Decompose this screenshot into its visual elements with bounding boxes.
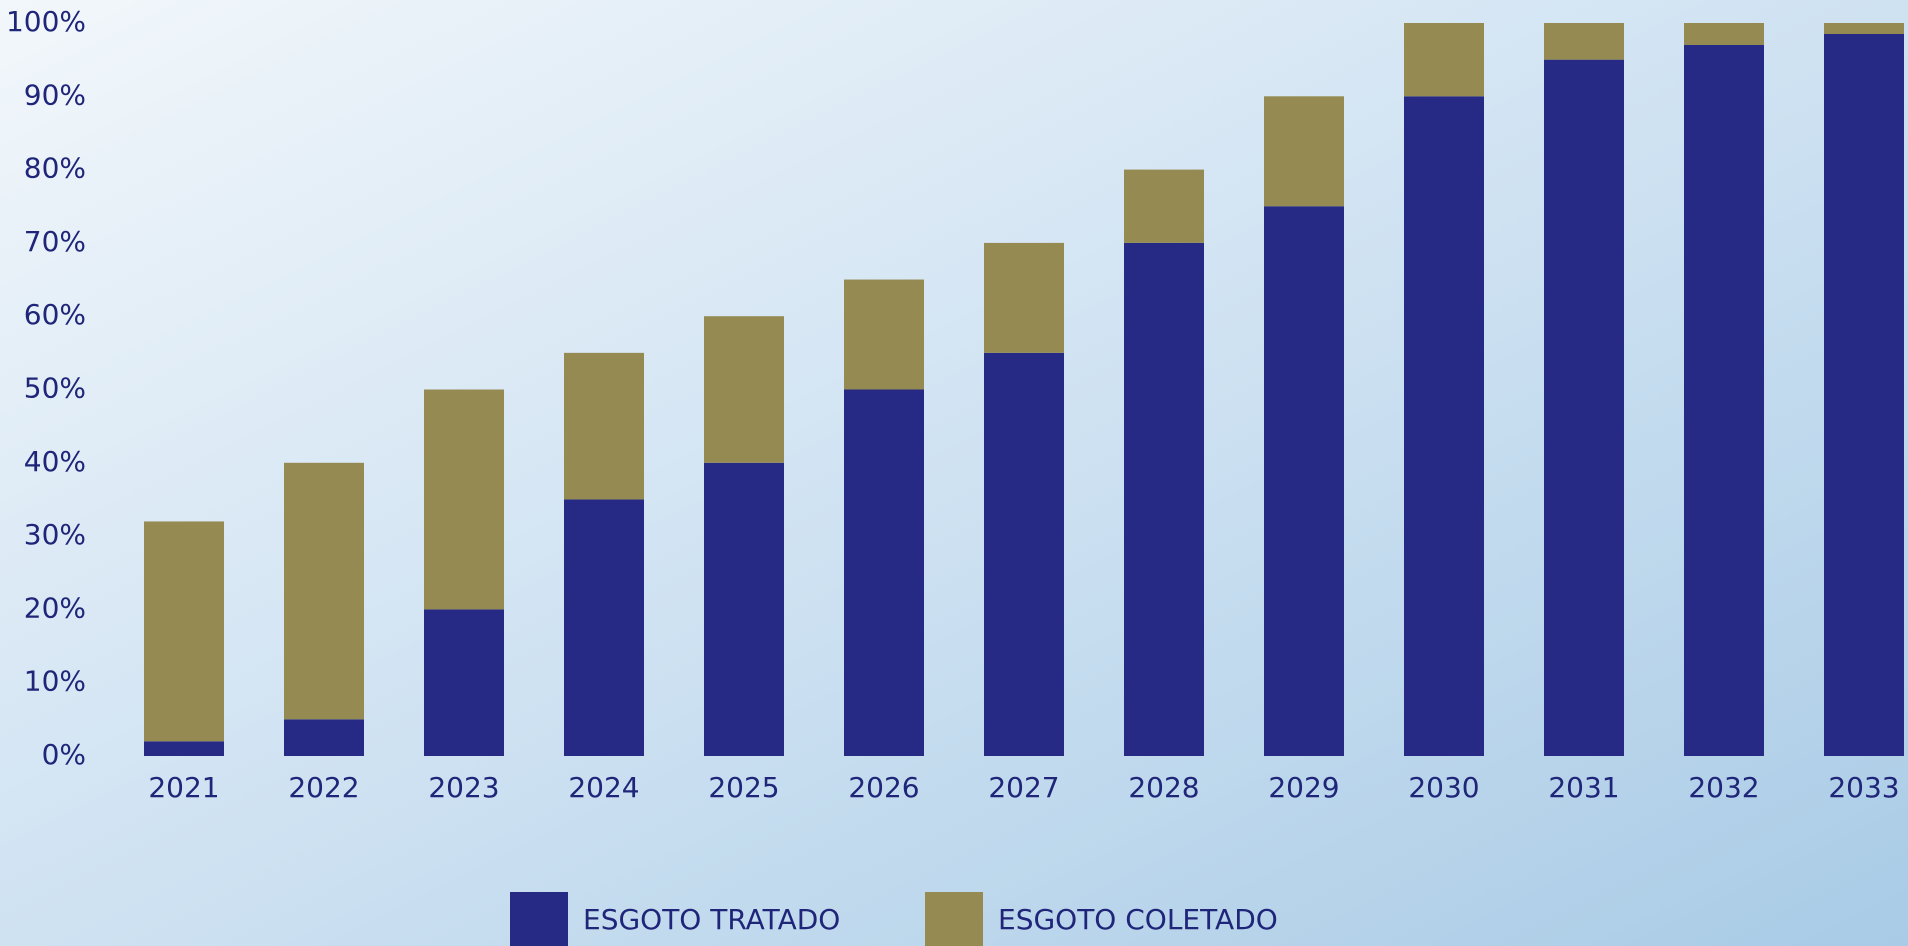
bar-segment: [1404, 96, 1484, 757]
legend-label: ESGOTO TRATADO: [583, 903, 840, 936]
bar-segment: [984, 242, 1064, 353]
bar-segment: [1124, 242, 1204, 756]
x-tick-label: 2032: [1688, 771, 1759, 804]
y-tick-label: 90%: [24, 78, 86, 111]
bar-segment: [1404, 23, 1484, 97]
bar-segment: [1824, 33, 1904, 757]
y-tick-label: 10%: [24, 665, 86, 698]
bar-segment: [1824, 23, 1904, 34]
x-tick-label: 2025: [708, 771, 779, 804]
y-tick-label: 60%: [24, 298, 86, 331]
bar-segment: [704, 316, 784, 463]
x-tick-label: 2030: [1408, 771, 1479, 804]
bar-segment: [284, 719, 364, 756]
bar-segment: [1684, 23, 1764, 45]
bar-segment: [564, 352, 644, 500]
y-tick-label: 70%: [24, 225, 86, 258]
x-tick-label: 2026: [848, 771, 919, 804]
bar-segment: [1684, 44, 1764, 757]
bar-segment: [984, 352, 1064, 756]
x-tick-label: 2033: [1828, 771, 1899, 804]
bar-segment: [704, 462, 784, 756]
bar-segment: [1544, 23, 1624, 60]
bar-segment: [1544, 59, 1624, 756]
x-tick-label: 2027: [988, 771, 1059, 804]
legend-label: ESGOTO COLETADO: [998, 903, 1278, 936]
bar-segment: [144, 741, 224, 756]
bar-segment: [284, 462, 364, 720]
y-tick-label: 40%: [24, 445, 86, 478]
y-tick-label: 100%: [6, 5, 86, 38]
y-tick-label: 30%: [24, 518, 86, 551]
bar-segment: [424, 389, 504, 610]
bar-segment: [844, 389, 924, 756]
x-tick-label: 2023: [428, 771, 499, 804]
x-tick-label: 2028: [1128, 771, 1199, 804]
x-tick-label: 2029: [1268, 771, 1339, 804]
y-tick-label: 0%: [42, 738, 86, 771]
legend-swatch: [925, 892, 983, 946]
x-tick-label: 2021: [148, 771, 219, 804]
y-tick-label: 50%: [24, 372, 86, 405]
bar-segment: [844, 279, 924, 390]
legend-swatch: [510, 892, 568, 946]
bar-segment: [424, 609, 504, 756]
bar-segment: [1264, 96, 1344, 207]
y-tick-label: 80%: [24, 152, 86, 185]
x-tick-label: 2022: [288, 771, 359, 804]
x-tick-label: 2031: [1548, 771, 1619, 804]
bar-segment: [1124, 169, 1204, 243]
bar-segment: [144, 521, 224, 742]
bar-segment: [564, 499, 644, 756]
bar-segment: [1264, 206, 1344, 756]
x-tick-label: 2024: [568, 771, 639, 804]
y-tick-label: 20%: [24, 591, 86, 624]
